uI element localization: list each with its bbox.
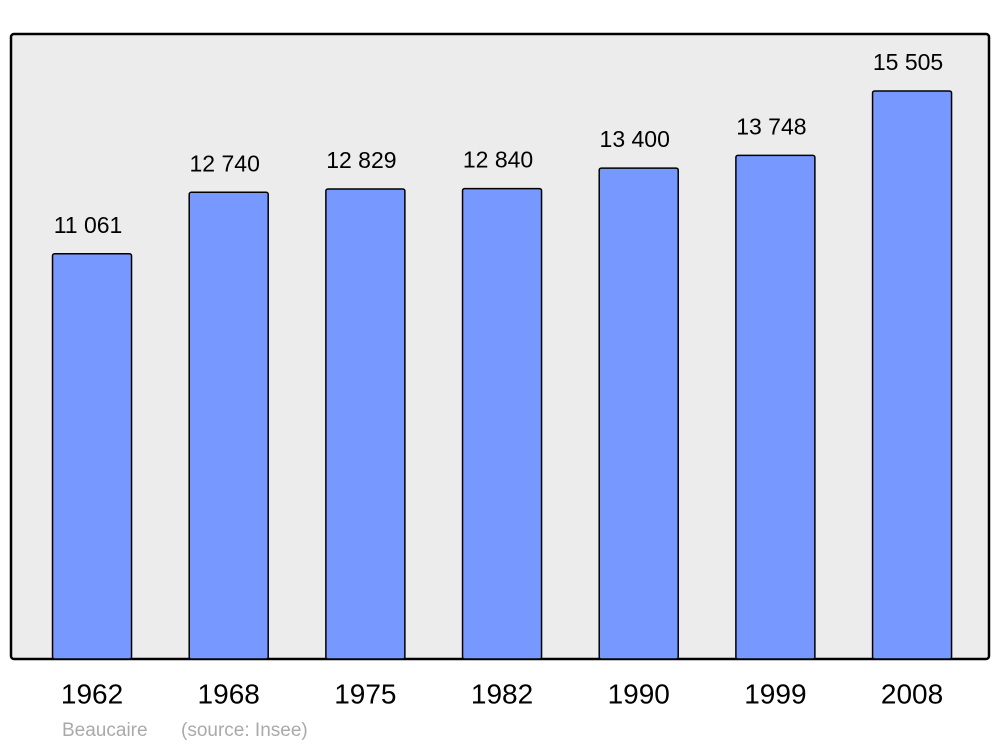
- bar: [598, 167, 679, 660]
- x-tick-label: 1999: [744, 678, 806, 709]
- x-tick-label: 1968: [198, 678, 260, 709]
- source: (source: Insee): [181, 720, 308, 741]
- x-tick-label: 2008: [881, 678, 943, 709]
- bar: [735, 154, 816, 660]
- bar: [188, 191, 269, 660]
- bar: [325, 188, 406, 660]
- value-label: 13 748: [736, 113, 806, 139]
- x-tick-label: 1990: [608, 678, 670, 709]
- value-label: 11 061: [54, 212, 123, 238]
- x-tick-label: 1975: [334, 678, 396, 709]
- value-label: 15 505: [873, 49, 943, 75]
- bar: [51, 253, 133, 660]
- x-tick-label: 1982: [471, 678, 533, 709]
- value-label: 12 829: [326, 147, 396, 173]
- x-tick-label: 1962: [61, 678, 123, 709]
- caption: Beaucaire: [62, 720, 148, 741]
- value-label: 12 840: [463, 147, 533, 173]
- bar: [871, 90, 953, 660]
- value-label: 13 400: [600, 126, 670, 152]
- value-label: 12 740: [190, 150, 260, 176]
- bar: [461, 187, 543, 660]
